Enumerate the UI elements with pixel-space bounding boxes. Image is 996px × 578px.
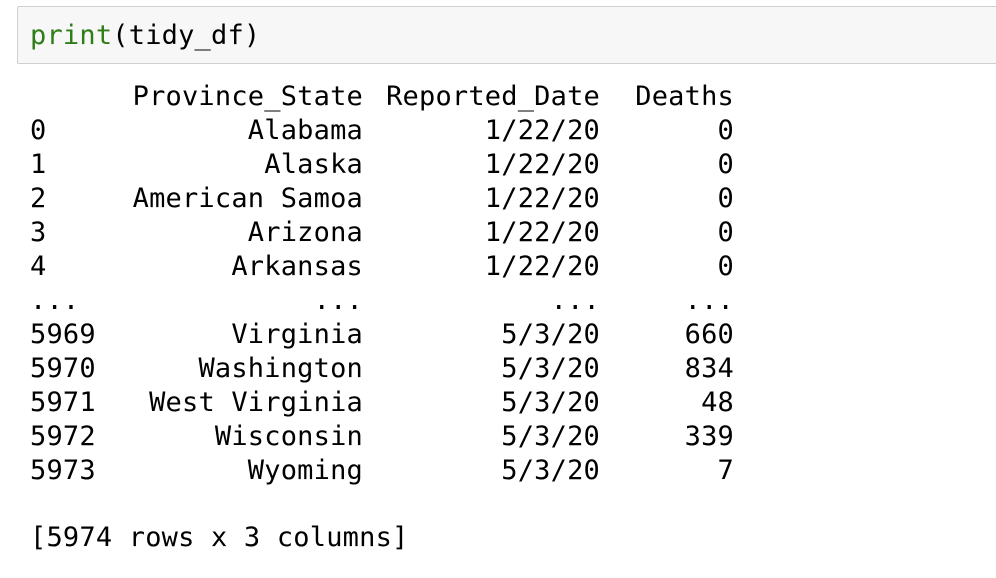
table-row: 5970 Washington 5/3/20 834 xyxy=(30,352,734,386)
print-function-token: print xyxy=(30,20,113,51)
province-state-cell: West Virginia xyxy=(149,387,363,418)
province-state-cell: ... xyxy=(313,285,363,316)
province-state-cell: Arkansas xyxy=(231,251,363,282)
column-header-province-state: Province_State xyxy=(132,81,363,112)
reported-date-cell: 5/3/20 xyxy=(501,455,600,486)
reported-date-cell: 1/22/20 xyxy=(484,183,600,214)
table-row: 5971 West Virginia 5/3/20 48 xyxy=(30,386,734,420)
deaths-cell: 0 xyxy=(717,217,734,248)
deaths-cell: 834 xyxy=(684,353,734,384)
code-line: print(tidy_df) xyxy=(30,19,260,53)
row-index: 2 xyxy=(30,183,47,214)
index-header xyxy=(30,80,127,114)
deaths-cell: 0 xyxy=(717,149,734,180)
row-index: 5970 xyxy=(30,353,96,384)
province-state-cell: Washington xyxy=(198,353,363,384)
province-state-cell: Wisconsin xyxy=(214,421,363,452)
table-row: 3 Arizona 1/22/20 0 xyxy=(30,216,734,250)
deaths-cell: ... xyxy=(684,285,734,316)
row-index: 0 xyxy=(30,115,47,146)
code-input-cell[interactable]: print(tidy_df) xyxy=(17,6,996,64)
deaths-cell: 660 xyxy=(684,319,734,350)
row-index: ... xyxy=(30,285,80,316)
table-row: 1 Alaska 1/22/20 0 xyxy=(30,148,734,182)
row-index: 3 xyxy=(30,217,47,248)
output-area: Province_State Reported_Date Deaths 0 Al… xyxy=(30,80,734,488)
dataframe-output: Province_State Reported_Date Deaths 0 Al… xyxy=(30,80,734,488)
deaths-cell: 0 xyxy=(717,115,734,146)
row-index: 1 xyxy=(30,149,47,180)
province-state-cell: American Samoa xyxy=(132,183,363,214)
province-state-cell: Wyoming xyxy=(247,455,363,486)
reported-date-cell: ... xyxy=(550,285,600,316)
reported-date-cell: 5/3/20 xyxy=(501,353,600,384)
reported-date-cell: 5/3/20 xyxy=(501,421,600,452)
table-row: 5973 Wyoming 5/3/20 7 xyxy=(30,454,734,488)
table-row: 5969 Virginia 5/3/20 660 xyxy=(30,318,734,352)
deaths-cell: 48 xyxy=(701,387,734,418)
province-state-cell: Alaska xyxy=(264,149,363,180)
row-index: 5969 xyxy=(30,319,96,350)
reported-date-cell: 1/22/20 xyxy=(484,217,600,248)
table-row: 0 Alabama 1/22/20 0 xyxy=(30,114,734,148)
header-row: Province_State Reported_Date Deaths xyxy=(30,80,734,114)
province-state-cell: Arizona xyxy=(247,217,363,248)
row-index: 5972 xyxy=(30,421,96,452)
deaths-cell: 7 xyxy=(717,455,734,486)
deaths-cell: 0 xyxy=(717,251,734,282)
deaths-cell: 339 xyxy=(684,421,734,452)
table-row: 4 Arkansas 1/22/20 0 xyxy=(30,250,734,284)
reported-date-cell: 5/3/20 xyxy=(501,387,600,418)
ellipsis-row: ... ... ... ... xyxy=(30,284,734,318)
row-index: 4 xyxy=(30,251,47,282)
reported-date-cell: 5/3/20 xyxy=(501,319,600,350)
row-index: 5973 xyxy=(30,455,96,486)
table-row: 2 American Samoa 1/22/20 0 xyxy=(30,182,734,216)
province-state-cell: Virginia xyxy=(231,319,363,350)
reported-date-cell: 1/22/20 xyxy=(484,149,600,180)
reported-date-cell: 1/22/20 xyxy=(484,251,600,282)
row-index: 5971 xyxy=(30,387,96,418)
column-header-reported-date: Reported_Date xyxy=(386,81,600,112)
dataframe-shape-summary: [5974 rows x 3 columns] xyxy=(30,522,409,553)
deaths-cell: 0 xyxy=(717,183,734,214)
reported-date-cell: 1/22/20 xyxy=(484,115,600,146)
print-arguments-token: (tidy_df) xyxy=(112,20,261,51)
table-row: 5972 Wisconsin 5/3/20 339 xyxy=(30,420,734,454)
column-header-deaths: Deaths xyxy=(635,81,734,112)
province-state-cell: Alabama xyxy=(247,115,363,146)
